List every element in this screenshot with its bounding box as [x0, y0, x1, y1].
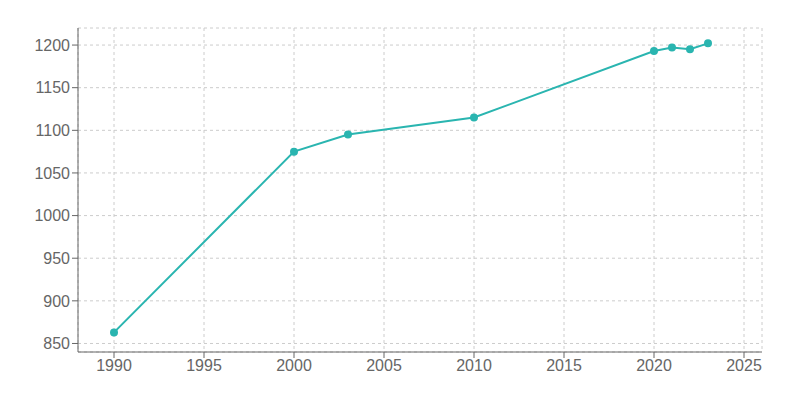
svg-text:950: 950: [43, 250, 70, 267]
svg-text:1150: 1150: [36, 79, 71, 96]
svg-text:2005: 2005: [366, 357, 402, 374]
svg-text:2000: 2000: [276, 357, 312, 374]
svg-text:2015: 2015: [546, 357, 582, 374]
svg-text:2010: 2010: [456, 357, 492, 374]
svg-text:1000: 1000: [34, 207, 70, 224]
svg-text:1995: 1995: [186, 357, 222, 374]
svg-text:1200: 1200: [34, 37, 70, 54]
svg-text:2020: 2020: [636, 357, 672, 374]
svg-text:900: 900: [43, 293, 70, 310]
svg-text:1050: 1050: [34, 165, 70, 182]
svg-text:850: 850: [43, 335, 70, 352]
svg-text:1100: 1100: [36, 122, 71, 139]
svg-text:2025: 2025: [726, 357, 762, 374]
svg-text:1990: 1990: [96, 357, 132, 374]
